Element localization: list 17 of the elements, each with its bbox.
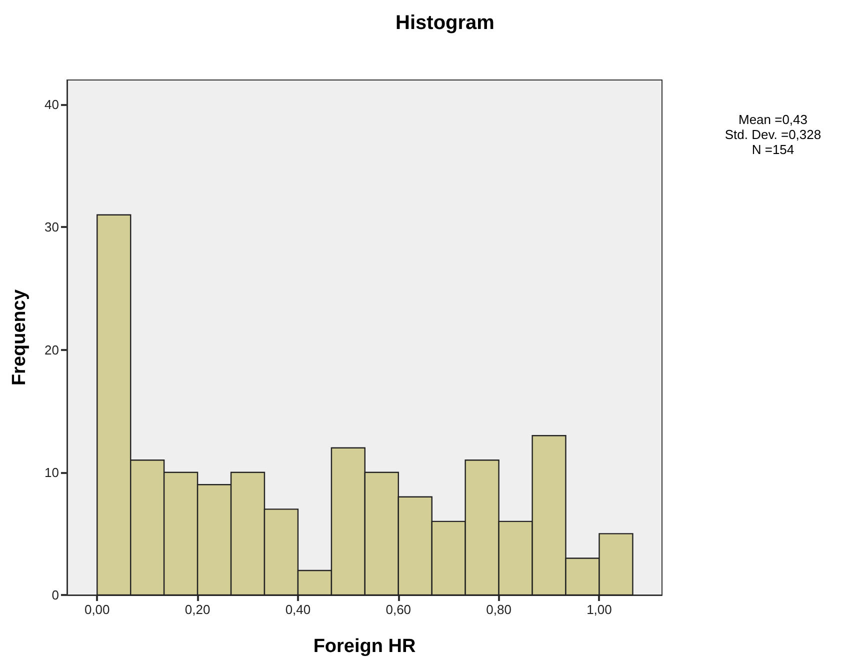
chart-title: Histogram — [396, 12, 494, 34]
y-tick-label: 30 — [44, 220, 59, 235]
x-axis-title: Foreign HR — [313, 636, 416, 657]
text: Std. Dev. =0,328 — [724, 127, 822, 142]
y-tick-label: 20 — [44, 342, 59, 358]
text: N =154 — [752, 142, 794, 157]
y-axis-title: Frequency — [9, 289, 30, 386]
x-tick-label: 0,20 — [184, 602, 210, 617]
y-tick-label: 10 — [44, 464, 59, 480]
x-tick-label: 1,00 — [586, 602, 612, 617]
text: Mean =0,43 — [738, 112, 808, 127]
x-tick-label: 0,00 — [84, 602, 110, 617]
x-tick-label: 0,60 — [386, 602, 412, 617]
x-tick-label: 0,80 — [486, 602, 512, 617]
x-tick-label: 0,40 — [285, 602, 311, 617]
y-tick-label: 40 — [44, 97, 59, 112]
y-tick-label: 0 — [52, 588, 59, 602]
